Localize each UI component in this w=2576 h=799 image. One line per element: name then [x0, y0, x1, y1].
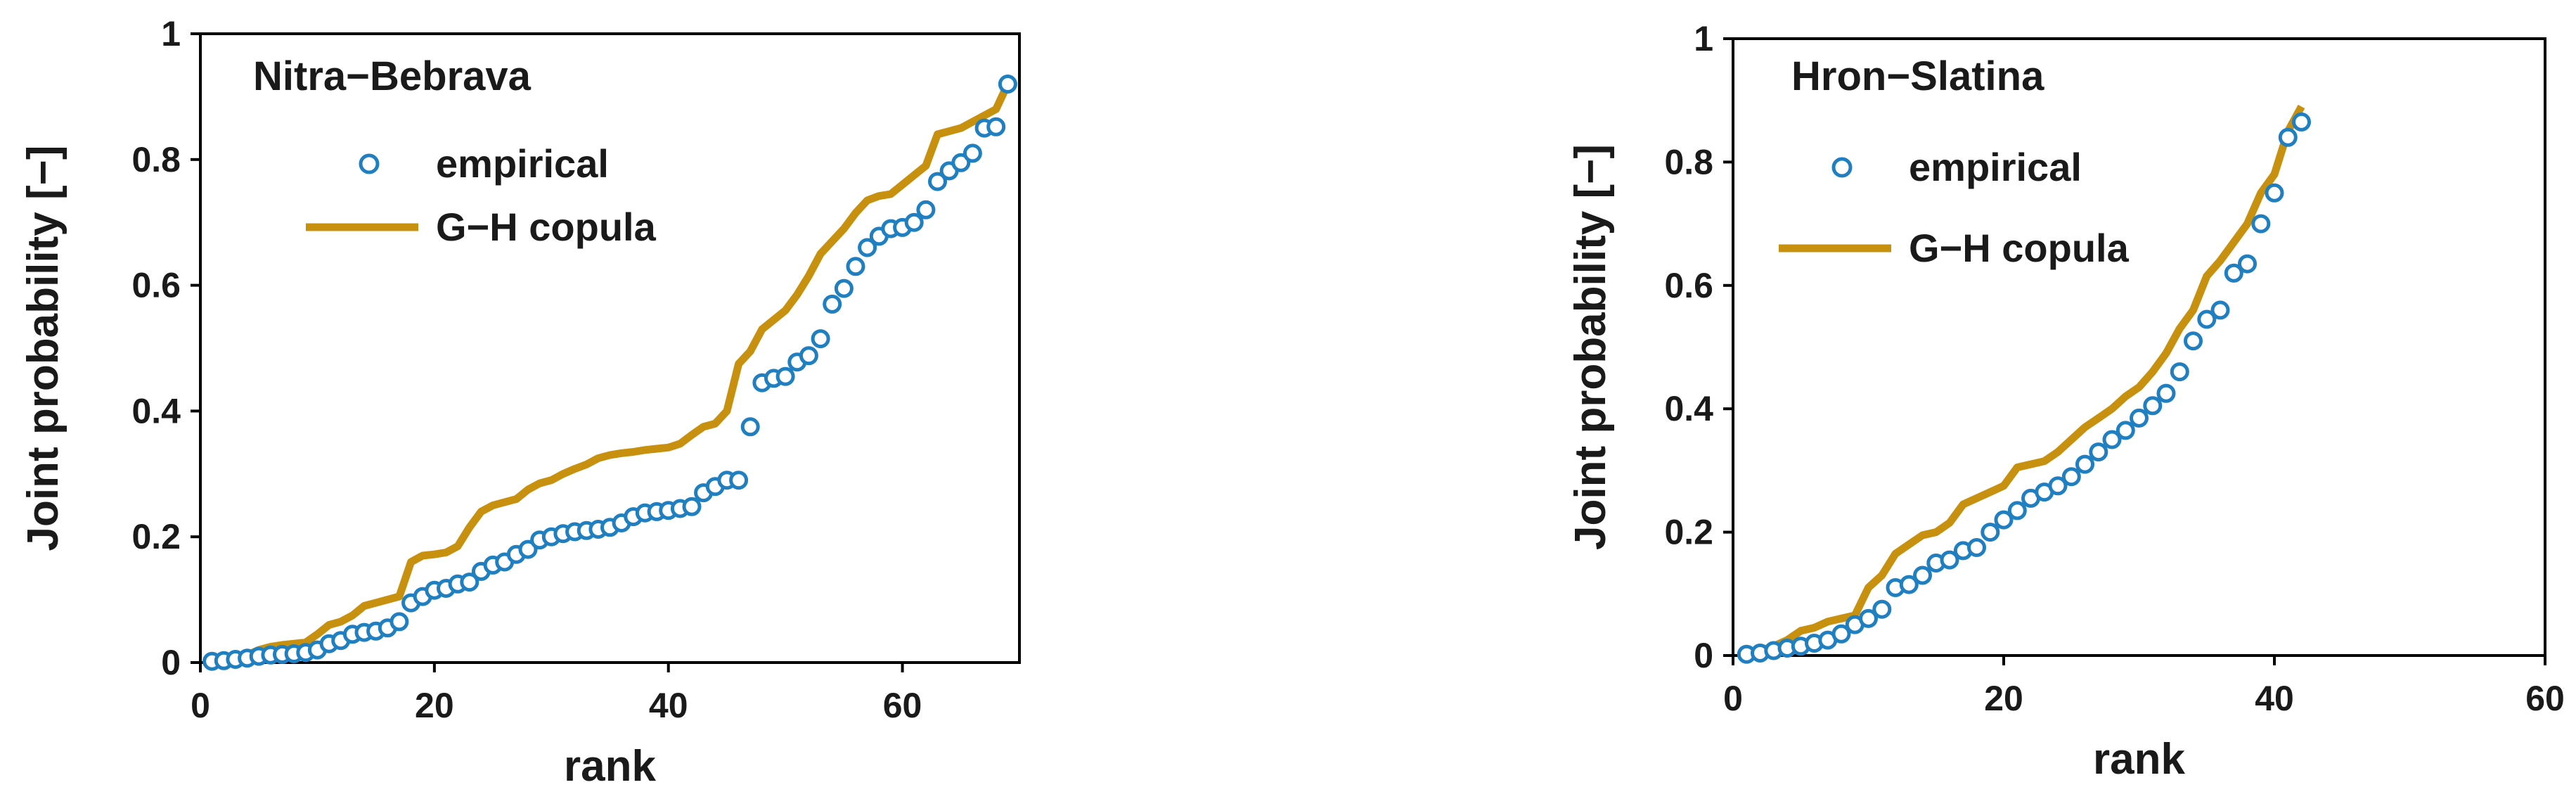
data-point-empirical [2278, 127, 2298, 147]
data-point-empirical [2143, 396, 2163, 416]
data-point-empirical [858, 238, 877, 257]
data-point-empirical [2238, 254, 2257, 274]
data-point-empirical [1899, 575, 1919, 594]
x-tick-label: 0 [191, 686, 210, 725]
y-tick-label: 0.8 [1664, 142, 1713, 181]
data-point-empirical [928, 172, 947, 191]
legend-marker-empirical [359, 153, 380, 174]
data-point-empirical [916, 200, 936, 219]
y-tick-label: 0 [1694, 636, 1713, 675]
data-point-empirical [2170, 362, 2189, 382]
y-tick-label: 0.6 [131, 266, 181, 305]
x-tick-label: 0 [1723, 679, 1743, 718]
data-point-empirical [904, 212, 924, 232]
data-point-empirical [460, 573, 479, 592]
y-axis-label: Joint probability [−] [1566, 144, 1615, 550]
data-point-empirical [1981, 523, 2000, 542]
x-tick-label: 20 [415, 686, 454, 725]
panel-title: Hron−Slatina [1791, 53, 2044, 99]
data-point-empirical [1940, 550, 1959, 570]
data-point-empirical [799, 346, 818, 366]
y-tick-label: 1 [1694, 19, 1713, 58]
data-point-empirical [951, 153, 971, 172]
x-tick-label: 40 [2255, 679, 2294, 718]
legend-marker-empirical [1831, 157, 1853, 178]
data-point-empirical [1859, 608, 1878, 628]
x-tick-label: 60 [2525, 679, 2565, 718]
legend-label-copula: G−H copula [1909, 226, 2130, 270]
data-point-empirical [2048, 476, 2068, 496]
data-point-empirical [2089, 442, 2108, 462]
data-point-empirical [2075, 454, 2094, 474]
data-point-empirical [1831, 624, 1851, 644]
data-point-empirical [2265, 183, 2284, 203]
chart-panel-nitra-bebrava: 0 0.2 0.4 0.6 0.8 1 0 20 40 60 rank Joint probabili… [19, 14, 1021, 791]
data-point-empirical [2156, 383, 2176, 403]
x-tick-label: 60 [883, 686, 922, 725]
y-tick-label: 0.4 [1664, 389, 1713, 428]
data-point-empirical [998, 75, 1017, 94]
series-line-g-h-copula [212, 82, 1012, 665]
data-point-empirical [2224, 263, 2243, 283]
series-line-g-h-copula [1746, 104, 2305, 658]
legend-label-copula: G−H copula [436, 205, 657, 249]
data-point-empirical [2061, 467, 2081, 487]
y-tick-label: 0 [161, 643, 181, 682]
y-tick-label: 0.2 [131, 517, 181, 556]
data-point-empirical [2292, 112, 2311, 132]
x-axis-label: rank [2093, 735, 2185, 784]
data-point-empirical [2115, 421, 2135, 440]
data-point-empirical [2184, 331, 2203, 351]
data-point-empirical [1967, 538, 1986, 557]
data-point-empirical [2197, 309, 2217, 329]
data-point-empirical [1994, 510, 2014, 530]
data-point-empirical [2007, 501, 2027, 520]
x-tick-label: 20 [1984, 679, 2023, 718]
data-point-empirical [962, 143, 982, 163]
data-point-empirical [518, 539, 538, 559]
chart-panel-hron-slatina: 0 0.2 0.4 0.6 0.8 1 0 20 40 60 rank Joint probabili… [1566, 19, 2565, 784]
data-point-empirical [682, 497, 702, 516]
y-tick-label: 1 [161, 14, 181, 53]
data-point-empirical [1913, 565, 1932, 585]
data-point-empirical [729, 471, 749, 490]
legend-label-empirical: empirical [436, 141, 609, 186]
data-point-empirical [2130, 408, 2149, 428]
legend-label-empirical: empirical [1909, 145, 2082, 189]
data-point-empirical [811, 329, 830, 349]
plot-frame [199, 32, 1021, 664]
plot-frame [1732, 37, 2546, 657]
y-axis-label: Joint probability [−] [19, 146, 67, 551]
data-point-empirical [823, 294, 842, 314]
data-point-empirical [2102, 430, 2122, 449]
y-tick-label: 0.8 [131, 140, 181, 179]
x-tick-label: 40 [649, 686, 688, 725]
data-point-empirical [389, 612, 409, 632]
y-tick-label: 0.2 [1664, 513, 1713, 552]
data-point-empirical [740, 417, 760, 437]
data-point-empirical [986, 117, 1006, 136]
panel-title: Nitra−Bebrava [253, 53, 532, 99]
data-point-empirical [846, 257, 865, 276]
y-tick-label: 0.4 [131, 391, 181, 430]
data-point-empirical [775, 366, 795, 386]
data-point-empirical [2251, 214, 2271, 234]
x-axis-label: rank [564, 742, 656, 791]
data-point-empirical [2210, 300, 2230, 320]
data-point-empirical [1872, 599, 1892, 619]
data-point-empirical [834, 279, 854, 298]
y-tick-label: 0.6 [1664, 266, 1713, 305]
